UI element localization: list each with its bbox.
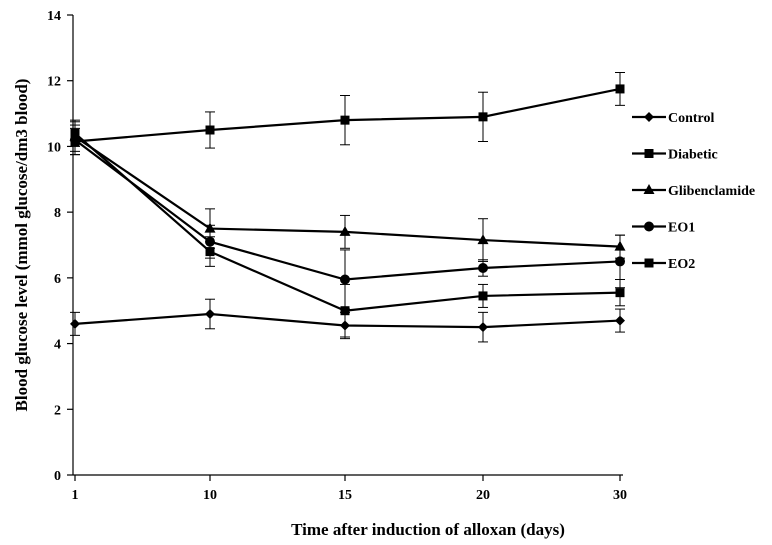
series-eo1 bbox=[70, 124, 625, 310]
series-diabetic bbox=[70, 72, 625, 156]
data-point-diabetic bbox=[340, 115, 350, 125]
y-tick-label: 14 bbox=[47, 9, 61, 24]
series-line-glibenclamide bbox=[74, 135, 621, 248]
data-point-control bbox=[205, 309, 215, 319]
legend-label: Glibenclamide bbox=[668, 184, 755, 199]
data-point-control bbox=[478, 322, 488, 333]
y-ticks: 0 2 4 6 8 10 12 14 bbox=[47, 9, 73, 484]
x-ticks: 1 10 15 20 30 bbox=[72, 475, 627, 503]
data-point-control bbox=[70, 318, 80, 329]
x-axis: 1 10 15 20 30 bbox=[72, 474, 627, 503]
y-tick-label: 6 bbox=[54, 272, 61, 287]
y-axis: 0 2 4 6 8 10 12 14 bbox=[47, 9, 74, 484]
legend-label: Diabetic bbox=[668, 148, 718, 163]
legend-item-eo2: EO2 bbox=[632, 257, 695, 272]
data-point-eo1 bbox=[340, 274, 350, 285]
x-tick-label: 30 bbox=[613, 488, 627, 503]
series-line-eo1 bbox=[74, 138, 621, 281]
data-point-eo2 bbox=[70, 128, 80, 138]
legend-marker bbox=[643, 184, 655, 194]
y-tick-label: 8 bbox=[54, 206, 61, 221]
y-tick-label: 12 bbox=[47, 75, 61, 90]
data-point-diabetic bbox=[615, 84, 625, 94]
legend-label: EO2 bbox=[668, 257, 695, 272]
data-point-diabetic bbox=[478, 112, 488, 122]
series-line-diabetic bbox=[74, 87, 621, 143]
x-axis-title: Time after induction of alloxan (days) bbox=[291, 520, 565, 539]
legend-item-control: Control bbox=[632, 111, 715, 126]
legend-marker bbox=[644, 112, 654, 122]
series-layer bbox=[69, 72, 626, 343]
series-control bbox=[70, 298, 625, 343]
data-point-eo2 bbox=[615, 288, 625, 298]
y-tick-label: 2 bbox=[54, 403, 61, 418]
data-point-eo1 bbox=[478, 263, 488, 273]
y-tick-label: 0 bbox=[54, 469, 61, 484]
y-tick-label: 10 bbox=[47, 140, 61, 155]
data-point-eo2 bbox=[205, 247, 215, 257]
legend-marker bbox=[644, 221, 654, 232]
data-point-glibenclamide bbox=[339, 225, 351, 236]
x-tick-label: 1 bbox=[72, 488, 79, 503]
x-tick-label: 15 bbox=[338, 488, 352, 503]
legend-item-glibenclamide: Glibenclamide bbox=[632, 184, 755, 199]
series-glibenclamide bbox=[69, 121, 626, 262]
data-point-diabetic bbox=[205, 125, 215, 135]
legend-marker bbox=[644, 258, 654, 268]
legend: Control Diabetic Glibenclamide EO1 EO2 bbox=[632, 111, 755, 272]
x-tick-label: 10 bbox=[203, 488, 217, 503]
data-point-eo2 bbox=[478, 291, 488, 301]
data-point-eo1 bbox=[615, 256, 625, 267]
x-tick-label: 20 bbox=[476, 488, 490, 503]
legend-item-eo1: EO1 bbox=[632, 221, 695, 236]
y-tick-label: 4 bbox=[54, 338, 61, 353]
series-eo2 bbox=[70, 119, 625, 338]
y-axis-title: Blood glucose level (mmol glucose/dm3 bl… bbox=[12, 79, 31, 412]
data-point-eo2 bbox=[340, 306, 350, 316]
legend-marker bbox=[644, 149, 654, 158]
legend-label: EO1 bbox=[668, 221, 695, 236]
data-point-glibenclamide bbox=[477, 234, 489, 245]
legend-item-diabetic: Diabetic bbox=[632, 148, 718, 163]
legend-label: Control bbox=[668, 111, 715, 126]
data-point-control bbox=[615, 315, 625, 326]
